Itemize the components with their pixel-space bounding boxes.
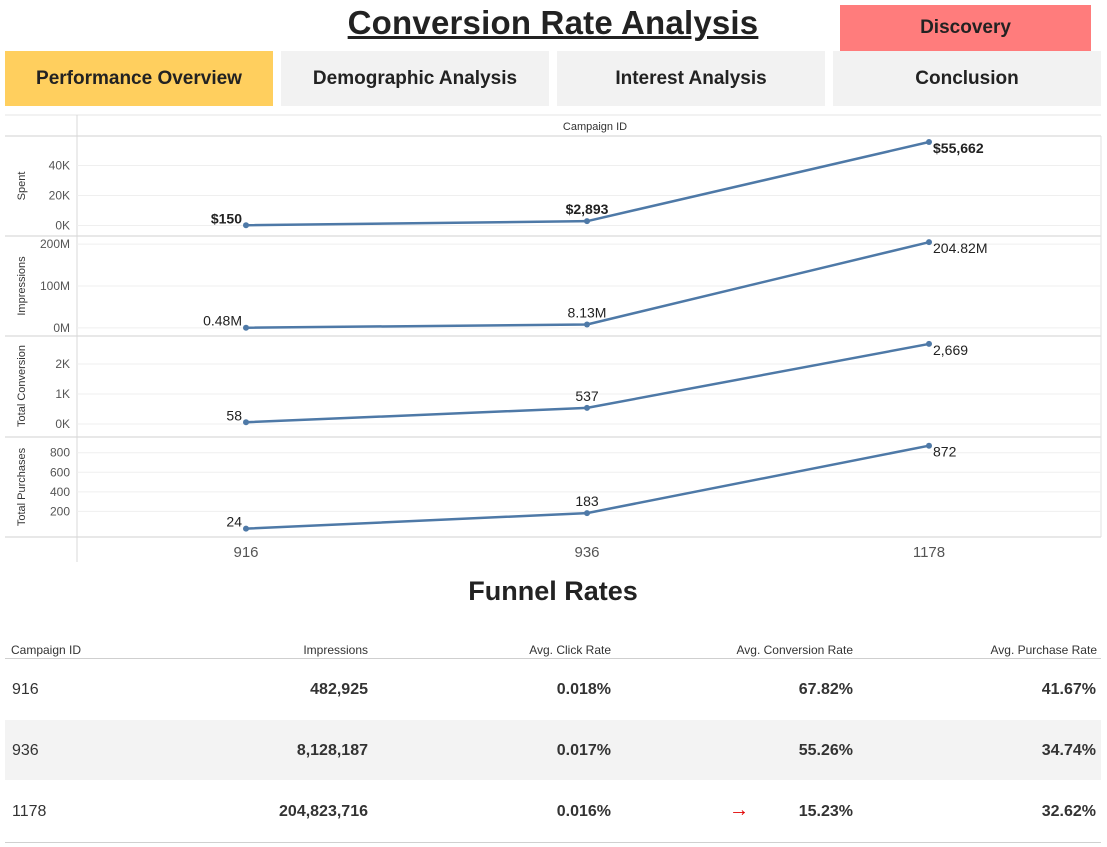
column-header-campaign-id: Campaign ID	[11, 643, 82, 657]
discovery-button[interactable]: Discovery	[840, 5, 1091, 51]
table-row: 916 482,925 0.018% 67.82% 41.67%	[5, 659, 1101, 720]
y-tick-label: 200	[50, 504, 70, 518]
line-chart-svg: Campaign ID 0K 20K 40K Spent $150 $2,893 $55,66…	[5, 114, 1102, 562]
data-point	[584, 510, 590, 517]
y-tick-label: 0K	[55, 417, 70, 431]
funnel-title: Funnel Rates	[468, 576, 638, 606]
x-tick-label: 1178	[913, 544, 945, 561]
cell-purchase-rate: 32.62%	[1041, 803, 1096, 820]
y-tick-label: 0K	[55, 219, 70, 233]
data-label: 183	[575, 493, 599, 509]
performance-line-charts: Campaign ID 0K 20K 40K Spent $150 $2,893 $55,66…	[0, 110, 1107, 570]
cell-click-rate: 0.018%	[556, 681, 611, 698]
data-label: 204.82M	[933, 240, 987, 256]
y-tick-label: 0M	[53, 321, 70, 335]
data-label: $55,662	[933, 140, 984, 156]
y-tick-label: 40K	[49, 159, 70, 173]
y-tick-label: 400	[50, 485, 70, 499]
y-tick-label: 1K	[55, 387, 70, 401]
y-tick-label: 100M	[40, 279, 70, 293]
y-tick-label: 200M	[40, 237, 70, 251]
table-bottom-divider	[5, 842, 1101, 843]
column-header-purchase-rate: Avg. Purchase Rate	[990, 643, 1097, 657]
y-tick-label: 20K	[49, 189, 70, 203]
data-label: $2,893	[566, 201, 609, 217]
data-point	[926, 340, 932, 347]
series-line	[245, 444, 930, 530]
cell-click-rate: 0.017%	[556, 742, 611, 759]
y-tick-label: 800	[50, 446, 70, 460]
cell-purchase-rate: 41.67%	[1041, 681, 1096, 698]
column-header-impressions: Impressions	[303, 643, 368, 657]
campaign-id-header: Campaign ID	[563, 121, 627, 133]
funnel-table: Campaign ID Impressions Avg. Click Rate …	[5, 638, 1101, 842]
y-tick-label: 600	[50, 465, 70, 479]
cell-impressions: 482,925	[310, 681, 368, 698]
tab-performance-overview[interactable]: Performance Overview	[5, 51, 273, 106]
cell-campaign-id: 916	[12, 681, 39, 698]
data-label: $150	[211, 210, 242, 226]
y-axis-label: Total Purchases	[16, 447, 28, 526]
data-label: 8.13M	[568, 305, 607, 321]
y-axis-label: Total Conversion	[16, 345, 28, 427]
data-label: 0.48M	[203, 313, 242, 329]
y-axis-label: Spent	[16, 172, 28, 201]
data-point	[926, 239, 932, 246]
table-row: 1178 204,823,716 0.016% → 15.23% 32.62%	[5, 781, 1101, 842]
cell-conversion-rate: 67.82%	[798, 681, 853, 698]
x-tick-label: 916	[233, 544, 258, 561]
cell-campaign-id: 936	[12, 742, 39, 759]
data-label: 2,669	[933, 342, 968, 358]
data-point	[584, 321, 590, 328]
page-title: Conversion Rate Analysis	[347, 4, 759, 41]
y-tick-label: 2K	[55, 357, 70, 371]
cell-conversion-rate: 15.23%	[798, 803, 853, 820]
y-axis-label: Impressions	[16, 256, 28, 316]
data-point	[584, 404, 590, 411]
cell-click-rate: 0.016%	[556, 803, 611, 820]
data-point	[243, 222, 249, 229]
data-point	[243, 525, 249, 532]
tab-demographic-analysis[interactable]: Demographic Analysis	[281, 51, 549, 106]
cell-purchase-rate: 34.74%	[1041, 742, 1096, 759]
column-header-conversion-rate: Avg. Conversion Rate	[736, 643, 853, 657]
red-arrow-icon: →	[729, 799, 749, 821]
cell-impressions: 8,128,187	[296, 742, 368, 759]
x-tick-label: 936	[574, 544, 599, 561]
tab-conclusion[interactable]: Conclusion	[833, 51, 1101, 106]
data-label: 24	[226, 514, 242, 530]
data-point	[243, 419, 249, 426]
cell-campaign-id: 1178	[12, 803, 47, 820]
data-label: 872	[933, 444, 957, 460]
data-label: 537	[575, 388, 599, 404]
data-label: 58	[226, 407, 242, 423]
data-point	[926, 442, 932, 449]
tab-interest-analysis[interactable]: Interest Analysis	[557, 51, 825, 106]
data-point	[584, 218, 590, 225]
cell-conversion-rate: 55.26%	[798, 742, 853, 759]
column-header-click-rate: Avg. Click Rate	[529, 643, 611, 657]
table-header: Campaign ID Impressions Avg. Click Rate …	[5, 638, 1101, 659]
table-row: 936 8,128,187 0.017% 55.26% 34.74%	[5, 720, 1101, 781]
cell-impressions: 204,823,716	[279, 803, 368, 820]
data-point	[243, 324, 249, 331]
data-point	[926, 139, 932, 146]
